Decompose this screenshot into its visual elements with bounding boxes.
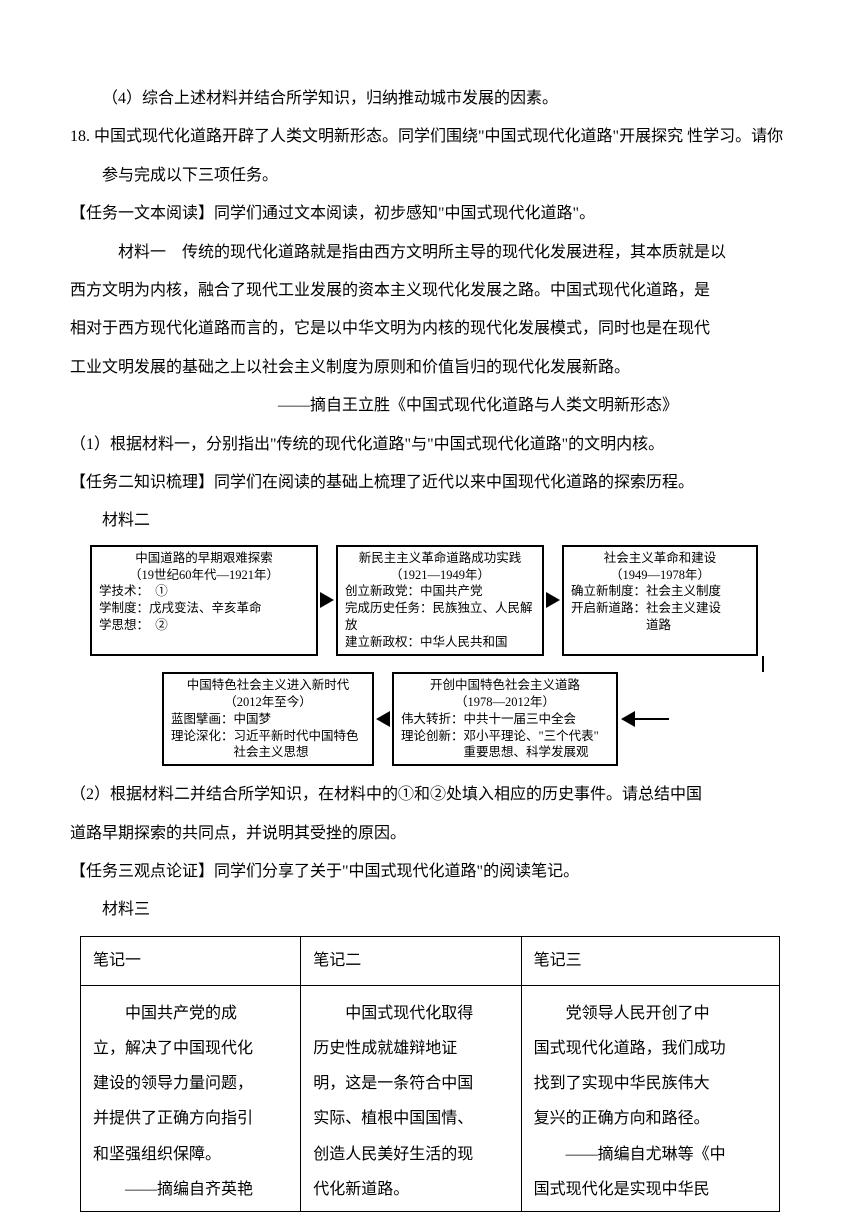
- note3-l5: ——摘编自尤琳等《中: [534, 1137, 767, 1172]
- connector-bar: [635, 718, 669, 721]
- connector-line: [762, 656, 765, 672]
- fc-box-newera: 中国特色社会主义进入新时代 （2012年至今） 蓝图擘画：中国梦 理论深化：习近…: [162, 672, 374, 766]
- note2-l5: 创造人民美好生活的现: [313, 1137, 508, 1172]
- material2-label: 材料二: [70, 502, 790, 540]
- col-header-note3: 笔记三: [521, 936, 779, 985]
- note3-l1: 党领导人民开创了中: [534, 996, 767, 1031]
- question1: （1）根据材料一，分别指出"传统的现代化道路"与"中国式现代化道路"的文明内核。: [70, 426, 790, 464]
- q18-stem-line1: 18. 中国式现代化道路开辟了人类文明新形态。同学们围绕"中国式现代化道路"开展…: [70, 128, 683, 145]
- arrow-right-icon: [320, 592, 334, 608]
- fc-box-newera-l3: 社会主义思想: [171, 744, 365, 761]
- task3-heading: 【任务三观点论证】同学们分享了关于"中国式现代化道路"的阅读笔记。: [70, 853, 790, 891]
- fc-box-socialist-l2: 开启新道路：社会主义建设: [571, 600, 749, 617]
- cell-note1: 中国共产党的成 立，解决了中国现代化 建设的领导力量问题， 并提供了正确方向指引…: [81, 985, 301, 1211]
- material1-line1: 材料一 传统的现代化道路就是指由西方文明所主导的现代化发展进程，其本质就是以: [70, 234, 790, 272]
- arrow-left-icon: [621, 711, 635, 727]
- table-body-row: 中国共产党的成 立，解决了中国现代化 建设的领导力量问题， 并提供了正确方向指引…: [81, 985, 780, 1211]
- task1-heading: 【任务一文本阅读】同学们通过文本阅读，初步感知"中国式现代化道路"。: [70, 195, 790, 233]
- note2-l1: 中国式现代化取得: [313, 996, 508, 1031]
- note1-l6: ——摘编自齐英艳: [93, 1172, 288, 1207]
- flowchart-row1: 中国道路的早期艰难探索 （19世纪60年代—1921年） 学技术： ① 学制度：…: [90, 545, 770, 656]
- material1-line3: 相对于西方现代化道路而言的，它是以中华文明为内核的现代化发展模式，同时也是在现代: [70, 310, 790, 348]
- note1-l3: 建设的领导力量问题，: [93, 1066, 288, 1101]
- question2-line2: 道路早期探索的共同点，并说明其受挫的原因。: [70, 815, 790, 853]
- note2-l3: 明，这是一条符合中国: [313, 1066, 508, 1101]
- note3-l3: 找到了实现中华民族伟大: [534, 1066, 767, 1101]
- material1-citation: ——摘自王立胜《中国式现代化道路与人类文明新形态》: [70, 387, 790, 425]
- fc-box-newera-l2: 理论深化：习近平新时代中国特色: [171, 728, 365, 745]
- note2-l4: 实际、植根中国国情、: [313, 1101, 508, 1136]
- note3-l4: 复兴的正确方向和路径。: [534, 1101, 767, 1136]
- fc-box-socialist-l1: 确立新制度：社会主义制度: [571, 583, 749, 600]
- note2-l2: 历史性成就雄辩地证: [313, 1031, 508, 1066]
- fc-box-socialist: 社会主义革命和建设 （1949—1978年） 确立新制度：社会主义制度 开启新道…: [562, 545, 758, 656]
- table-header-row: 笔记一 笔记二 笔记三: [81, 936, 780, 985]
- fc-box-reform-l3: 重要思想、科学发展观: [401, 744, 609, 761]
- fc-box-socialist-title2: （1949—1978年）: [571, 567, 749, 584]
- fc-box-early-title1: 中国道路的早期艰难探索: [99, 550, 309, 567]
- note1-l2: 立，解决了中国现代化: [93, 1031, 288, 1066]
- fc-box-newera-title2: （2012年至今）: [171, 694, 365, 711]
- note1-l5: 和坚强组织保障。: [93, 1137, 288, 1172]
- fc-box-reform-l1: 伟大转折：中共十一届三中全会: [401, 711, 609, 728]
- fc-connector: [90, 656, 764, 672]
- note3-l6: 国式现代化是实现中华民: [534, 1172, 767, 1207]
- fc-arrow-2: [544, 545, 562, 656]
- note3-l2: 国式现代化道路，我们成功: [534, 1031, 767, 1066]
- fc-box-newera-title1: 中国特色社会主义进入新时代: [171, 677, 365, 694]
- cell-note3: 党领导人民开创了中 国式现代化道路，我们成功 找到了实现中华民族伟大 复兴的正确…: [521, 985, 779, 1211]
- material1-line4: 工业文明发展的基础之上以社会主义制度为原则和价值旨归的现代化发展新路。: [70, 349, 790, 387]
- cell-note2: 中国式现代化取得 历史性成就雄辩地证 明，这是一条符合中国 实际、植根中国国情、…: [301, 985, 521, 1211]
- arrow-right-icon: [546, 592, 560, 608]
- col-header-note1: 笔记一: [81, 936, 301, 985]
- fc-box-early: 中国道路的早期艰难探索 （19世纪60年代—1921年） 学技术： ① 学制度：…: [90, 545, 318, 656]
- fc-box-ndr-l1: 创立新政党：中国共产党: [345, 583, 535, 600]
- fc-box-ndr-l2: 完成历史任务：民族独立、人民解放: [345, 600, 535, 634]
- fc-arrow-4: [618, 672, 669, 766]
- fc-box-early-l1: 学技术： ①: [99, 583, 309, 600]
- material1-line2: 西方文明为内核，融合了现代工业发展的资本主义现代化发展之路。中国式现代化道路，是: [70, 272, 790, 310]
- fc-arrow-3: [374, 672, 392, 766]
- note1-l4: 并提供了正确方向指引: [93, 1101, 288, 1136]
- col-header-note2: 笔记二: [301, 936, 521, 985]
- fc-box-early-l3: 学思想： ②: [99, 617, 309, 634]
- fc-box-reform-title2: （1978—2012年）: [401, 694, 609, 711]
- note2-l6: 代化新道路。: [313, 1172, 508, 1207]
- fc-box-ndr: 新民主主义革命道路成功实践 （1921—1949年） 创立新政党：中国共产党 完…: [336, 545, 544, 656]
- fc-box-socialist-title1: 社会主义革命和建设: [571, 550, 749, 567]
- fc-box-newera-l1: 蓝图擘画：中国梦: [171, 711, 365, 728]
- notes-table: 笔记一 笔记二 笔记三 中国共产党的成 立，解决了中国现代化 建设的领导力量问题…: [80, 936, 780, 1212]
- flowchart-row2: 中国特色社会主义进入新时代 （2012年至今） 蓝图擘画：中国梦 理论深化：习近…: [90, 672, 770, 766]
- note1-l1: 中国共产党的成: [93, 996, 288, 1031]
- arrow-left-icon: [376, 711, 390, 727]
- task2-heading: 【任务二知识梳理】同学们在阅读的基础上梳理了近代以来中国现代化道路的探索历程。: [70, 464, 790, 502]
- flowchart: 中国道路的早期艰难探索 （19世纪60年代—1921年） 学技术： ① 学制度：…: [90, 545, 770, 767]
- fc-box-reform-title1: 开创中国特色社会主义道路: [401, 677, 609, 694]
- fc-box-early-title2: （19世纪60年代—1921年）: [99, 567, 309, 584]
- q17-4: （4）综合上述材料并结合所学知识，归纳推动城市发展的因素。: [70, 80, 790, 118]
- fc-box-ndr-title1: 新民主主义革命道路成功实践: [345, 550, 535, 567]
- fc-box-early-l2: 学制度：戊戌变法、辛亥革命: [99, 600, 309, 617]
- fc-box-socialist-l3: 道路: [571, 617, 749, 634]
- question2-line1: （2）根据材料二并结合所学知识，在材料中的①和②处填入相应的历史事件。请总结中国: [70, 776, 790, 814]
- q18-stem: 18. 中国式现代化道路开辟了人类文明新形态。同学们围绕"中国式现代化道路"开展…: [70, 118, 790, 195]
- fc-box-ndr-title2: （1921—1949年）: [345, 567, 535, 584]
- fc-box-reform-l2: 理论创新：邓小平理论、"三个代表": [401, 728, 609, 745]
- material3-label: 材料三: [70, 891, 790, 929]
- fc-arrow-1: [318, 545, 336, 656]
- fc-box-reform: 开创中国特色社会主义道路 （1978—2012年） 伟大转折：中共十一届三中全会…: [392, 672, 618, 766]
- fc-box-ndr-l3: 建立新政权：中华人民共和国: [345, 634, 535, 651]
